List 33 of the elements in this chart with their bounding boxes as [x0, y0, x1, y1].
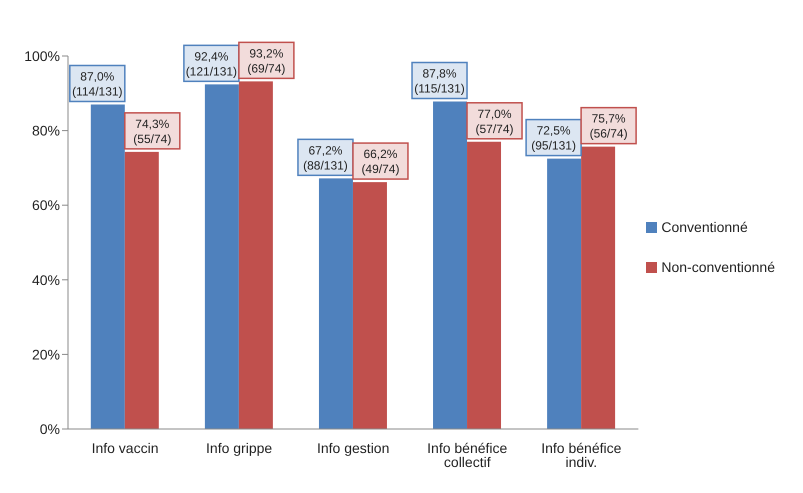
data-label: 93,2% (69/74): [247, 46, 286, 76]
x-tick-label: Info bénéfice collectif: [427, 440, 508, 470]
legend-label: Non-conventionné: [661, 258, 775, 274]
bar: [433, 102, 468, 429]
x-tick-label: Info gestion: [316, 440, 390, 456]
data-label: 67,2% (88/131): [303, 143, 348, 172]
x-tick-label: Info vaccin: [92, 440, 159, 456]
bar: [90, 104, 125, 429]
y-tick-label: 20%: [32, 346, 60, 362]
bar: [547, 158, 582, 429]
y-tick-label: 80%: [32, 122, 60, 139]
y-tick-label: 100%: [24, 48, 60, 64]
data-label: 87,8% (115/131): [414, 66, 465, 96]
x-tick-label: Info grippe: [206, 440, 272, 456]
data-label: 74,3% (55/74): [133, 116, 172, 146]
y-tick-label: 0%: [40, 420, 60, 437]
x-tick-label: Info bénéfice indiv.: [541, 440, 622, 470]
bar: [124, 152, 159, 429]
data-label: 87,0% (114/131): [72, 69, 123, 98]
data-label: 77,0% (57/74): [476, 106, 514, 136]
bar: [581, 146, 616, 429]
data-label: 66,2% (49/74): [361, 147, 400, 176]
bar: [467, 142, 502, 429]
bar: [318, 178, 353, 429]
y-tick-label: 40%: [32, 272, 60, 288]
bar: [238, 81, 273, 429]
y-tick-label: 60%: [32, 197, 60, 214]
data-label: 72,5% (95/131): [531, 124, 576, 153]
legend-label: Conventionné: [661, 218, 748, 234]
bar: [352, 182, 387, 429]
data-label: 92,4% (121/131): [186, 49, 238, 78]
bar: [204, 84, 239, 429]
data-label: 75,7% (56/74): [590, 112, 628, 141]
